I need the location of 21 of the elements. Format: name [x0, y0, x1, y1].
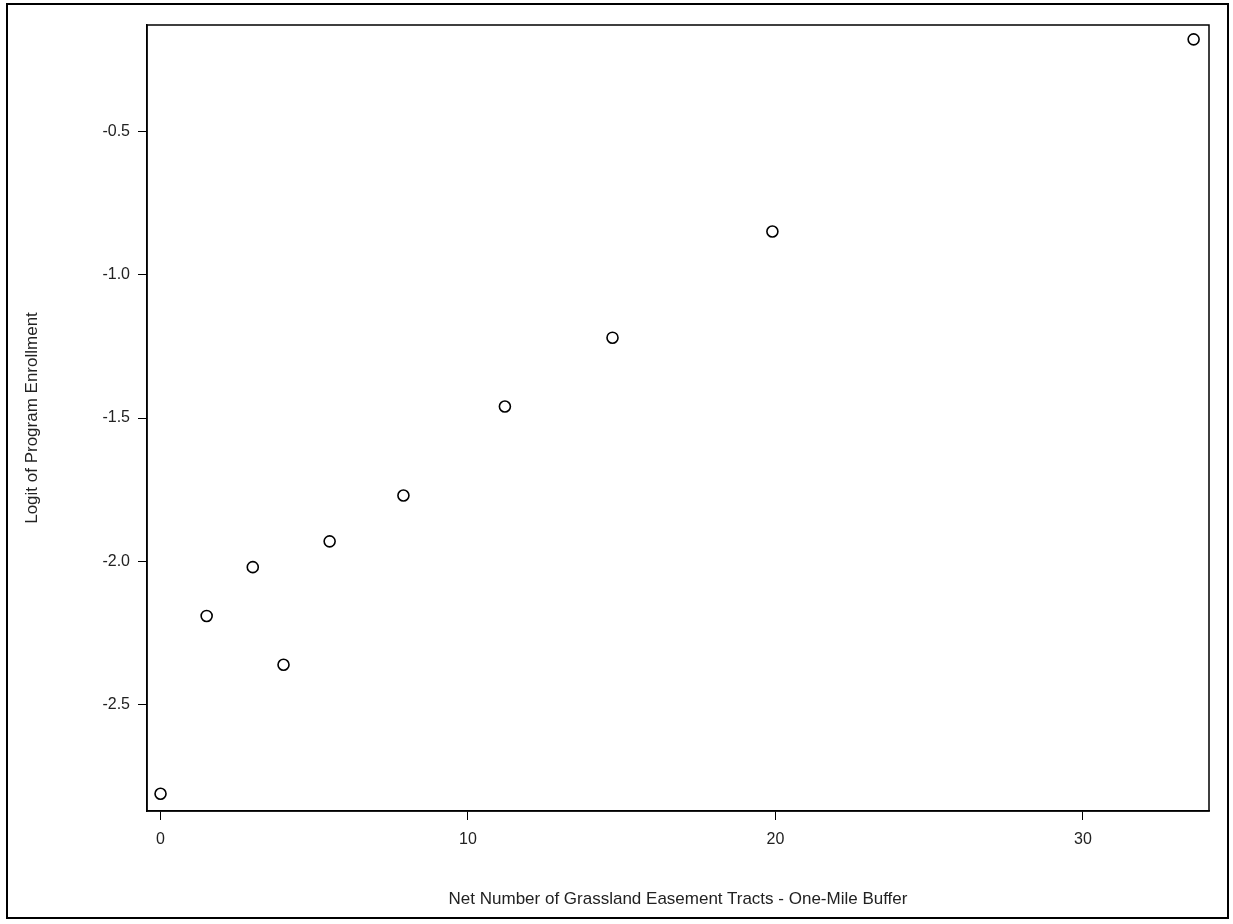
x-tick-label: 10	[459, 830, 477, 848]
x-tick-label: 30	[1074, 830, 1092, 848]
y-axis-title: Logit of Program Enrollment	[21, 311, 41, 524]
y-tick-label: -1.5	[102, 408, 131, 426]
point	[606, 331, 619, 344]
x-tick-label: 20	[766, 830, 785, 848]
point	[1187, 33, 1200, 46]
y-tick-label: -2.0	[102, 551, 131, 569]
y-tick-label: -2.5	[102, 695, 131, 713]
y-tick-label: -0.5	[102, 121, 131, 139]
point	[246, 560, 260, 574]
point	[397, 489, 410, 502]
point	[154, 787, 167, 801]
x-axis-title: Net Number of Grassland Easement Tracts - One-Mile Buffer	[448, 889, 908, 909]
point	[323, 535, 336, 548]
x-tick-label: 0	[156, 830, 166, 848]
point	[498, 400, 512, 413]
y-tick-label: -1.0	[102, 264, 131, 282]
point	[766, 225, 779, 238]
point	[277, 658, 290, 671]
point	[200, 609, 213, 623]
